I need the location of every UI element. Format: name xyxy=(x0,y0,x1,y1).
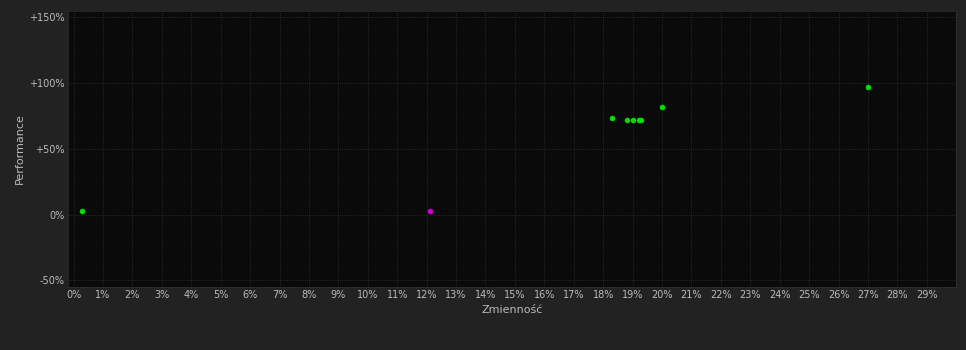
X-axis label: Zmienność: Zmienność xyxy=(481,305,543,315)
Y-axis label: Performance: Performance xyxy=(15,113,25,184)
